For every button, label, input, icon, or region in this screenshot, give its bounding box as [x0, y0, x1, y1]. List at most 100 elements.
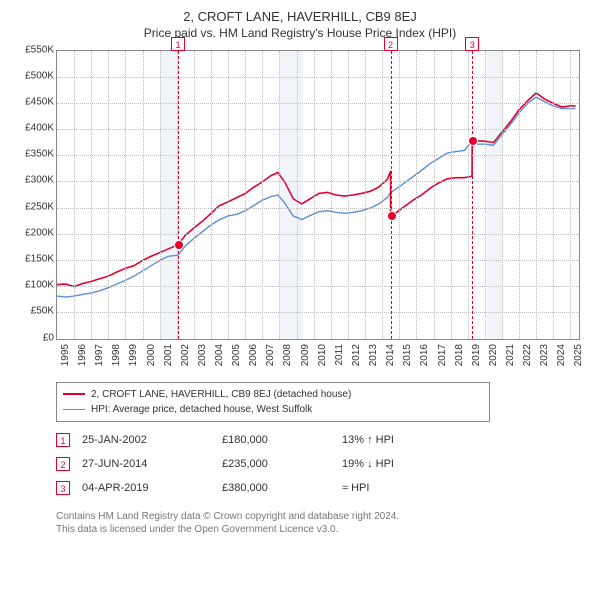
grid-v [245, 51, 246, 339]
x-tick-label: 1999 [128, 344, 139, 366]
y-tick-label: £450K [25, 96, 54, 107]
attribution: Contains HM Land Registry data © Crown c… [56, 510, 588, 537]
event-row: 125-JAN-2002£180,00013% ↑ HPI [56, 428, 588, 452]
chart-area: 123 £0£50K£100K£150K£200K£250K£300K£350K… [12, 46, 588, 376]
grid-v [553, 51, 554, 339]
x-tick-label: 2024 [556, 344, 567, 366]
y-tick-label: £350K [25, 149, 54, 160]
x-tick-label: 2012 [351, 344, 362, 366]
event-date: 04-APR-2019 [82, 482, 222, 494]
events-table: 125-JAN-2002£180,00013% ↑ HPI 2 27-JUN-201… [56, 428, 588, 500]
event-badge: 1 [56, 433, 70, 447]
x-tick-label: 2000 [146, 344, 157, 366]
y-tick-label: £500K [25, 70, 54, 81]
x-tick-label: 2002 [180, 344, 191, 366]
y-tick-label: £400K [25, 123, 54, 134]
x-tick-label: 2006 [248, 344, 259, 366]
legend-item: HPI: Average price, detached house, West… [63, 402, 483, 417]
grid-h [57, 286, 579, 287]
grid-h [57, 234, 579, 235]
x-tick-label: 2022 [522, 344, 533, 366]
grid-v [211, 51, 212, 339]
event-line [391, 51, 392, 339]
grid-v [570, 51, 571, 339]
grid-h [57, 155, 579, 156]
recession-shade [279, 51, 304, 339]
grid-v [468, 51, 469, 339]
x-tick-label: 2003 [197, 344, 208, 366]
x-tick-label: 2008 [282, 344, 293, 366]
grid-v [536, 51, 537, 339]
event-date: 27-JUN-2014 [82, 458, 222, 470]
page: 2, CROFT LANE, HAVERHILL, CB9 8EJ Price … [0, 0, 600, 590]
event-delta: ≈ HPI [342, 482, 462, 494]
grid-v [160, 51, 161, 339]
grid-v [348, 51, 349, 339]
x-tick-label: 1996 [77, 344, 88, 366]
grid-v [399, 51, 400, 339]
event-row: 304-APR-2019£380,000≈ HPI [56, 476, 588, 500]
grid-v [143, 51, 144, 339]
chart-subtitle: Price paid vs. HM Land Registry's House … [12, 26, 588, 40]
attribution-line: This data is licensed under the Open Gov… [56, 523, 588, 537]
grid-v [451, 51, 452, 339]
legend-swatch [63, 393, 85, 395]
plot-region: 123 [56, 50, 580, 340]
x-tick-label: 2019 [471, 344, 482, 366]
legend-label: HPI: Average price, detached house, West… [91, 402, 312, 417]
grid-h [57, 129, 579, 130]
x-tick-label: 2007 [265, 344, 276, 366]
grid-v [331, 51, 332, 339]
grid-h [57, 208, 579, 209]
chart-title: 2, CROFT LANE, HAVERHILL, CB9 8EJ [12, 8, 588, 26]
event-line [472, 51, 473, 339]
event-line [178, 51, 179, 339]
attribution-line: Contains HM Land Registry data © Crown c… [56, 510, 588, 524]
grid-v [314, 51, 315, 339]
x-tick-label: 2009 [300, 344, 311, 366]
x-tick-label: 2016 [419, 344, 430, 366]
x-tick-label: 2001 [163, 344, 174, 366]
event-badge: 2 [56, 457, 70, 471]
grid-v [262, 51, 263, 339]
legend-label: 2, CROFT LANE, HAVERHILL, CB9 8EJ (detac… [91, 387, 351, 402]
event-delta: 13% ↑ HPI [342, 434, 462, 446]
sale-marker [468, 136, 478, 146]
x-tick-label: 2025 [573, 344, 584, 366]
grid-v [91, 51, 92, 339]
grid-h [57, 260, 579, 261]
recession-shade [160, 51, 179, 339]
y-tick-label: £100K [25, 280, 54, 291]
x-tick-label: 1997 [94, 344, 105, 366]
x-tick-label: 2023 [539, 344, 550, 366]
grid-v [228, 51, 229, 339]
event-marker-badge: 3 [465, 37, 479, 51]
event-marker-badge: 2 [384, 37, 398, 51]
grid-v [416, 51, 417, 339]
grid-v [382, 51, 383, 339]
event-marker-badge: 1 [171, 37, 185, 51]
y-tick-label: £200K [25, 227, 54, 238]
grid-v [74, 51, 75, 339]
y-tick-label: £0 [43, 332, 54, 343]
x-tick-label: 2018 [454, 344, 465, 366]
grid-h [57, 77, 579, 78]
legend-swatch [63, 409, 85, 410]
x-tick-label: 2011 [334, 344, 345, 366]
y-tick-label: £550K [25, 44, 54, 55]
grid-v [434, 51, 435, 339]
event-price: £380,000 [222, 482, 342, 494]
recession-shade [487, 51, 503, 339]
x-tick-label: 2013 [368, 344, 379, 366]
y-tick-label: £50K [31, 306, 54, 317]
x-tick-label: 2010 [317, 344, 328, 366]
x-tick-label: 2005 [231, 344, 242, 366]
event-delta: 19% ↓ HPI [342, 458, 462, 470]
grid-v [297, 51, 298, 339]
x-tick-label: 1998 [111, 344, 122, 366]
y-tick-label: £300K [25, 175, 54, 186]
grid-h [57, 103, 579, 104]
grid-v [125, 51, 126, 339]
x-tick-label: 2017 [437, 344, 448, 366]
x-tick-label: 2020 [488, 344, 499, 366]
